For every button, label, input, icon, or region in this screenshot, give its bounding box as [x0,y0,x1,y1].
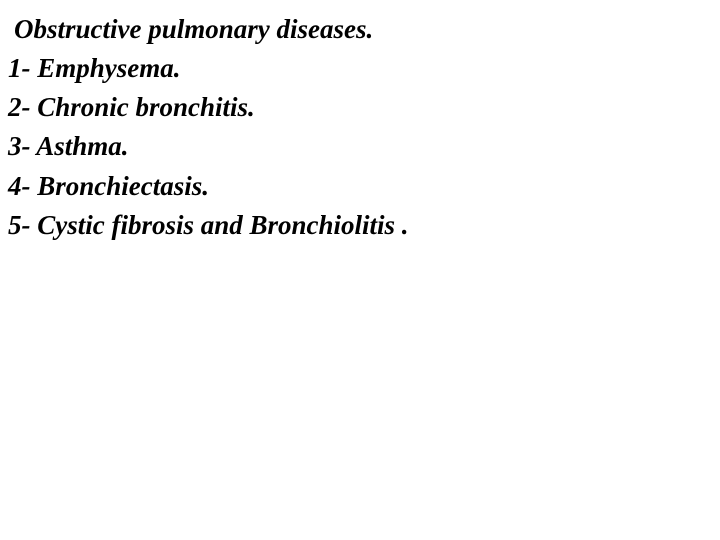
list-item: 5- Cystic fibrosis and Bronchiolitis . [8,206,712,245]
slide-title: Obstructive pulmonary diseases. [8,10,712,49]
slide-content: Obstructive pulmonary diseases. 1- Emphy… [0,0,720,255]
list-item: 4- Bronchiectasis. [8,167,712,206]
list-item: 1- Emphysema. [8,49,712,88]
list-item: 2- Chronic bronchitis. [8,88,712,127]
list-item: 3- Asthma. [8,127,712,166]
